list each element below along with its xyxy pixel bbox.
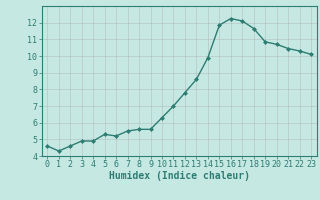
X-axis label: Humidex (Indice chaleur): Humidex (Indice chaleur) — [109, 171, 250, 181]
